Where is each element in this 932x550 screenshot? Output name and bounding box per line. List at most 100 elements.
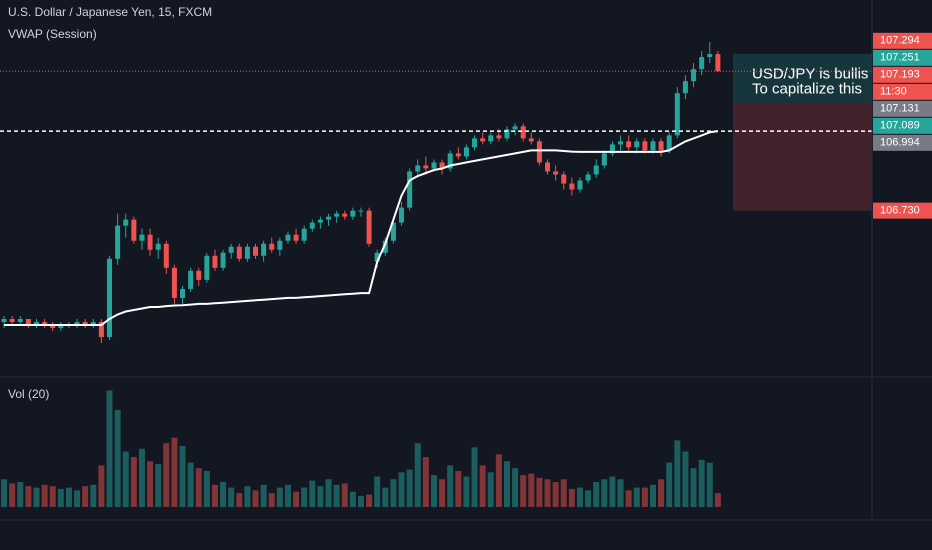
candle-body [431,162,437,169]
volume-bar [366,494,373,507]
volume-bar [211,484,218,507]
candle-body [585,174,591,181]
candle-body [634,141,640,148]
candle-body [163,243,169,268]
volume-bar [382,487,389,507]
candle-body [715,54,721,72]
volume-bar [122,451,129,507]
candle-body [463,147,469,157]
volume-bar [147,461,154,507]
candle-body [609,144,615,154]
candle-body [107,258,113,338]
candle-body [366,210,372,244]
candle-body [358,210,364,212]
candle-body [472,138,478,148]
volume-bar [414,443,421,507]
price-label-box [873,49,932,66]
annotation: To capitalize this [752,81,862,98]
legend-entry: VWAP (Session) [8,27,97,41]
candle-body [212,255,218,268]
candle-body [691,69,697,82]
volume-bar [585,490,592,507]
candle-body [188,270,194,289]
candle-body [261,243,267,256]
volume-bar [666,462,673,507]
volume-bar [560,479,567,507]
candle-body [285,234,291,241]
countdown-label-box [873,83,932,100]
volume-bar [349,491,356,507]
candle-body [171,267,177,298]
candle-body [658,141,664,151]
volume-bar [82,486,89,507]
stop-zone [733,102,872,211]
volume-bar [374,476,381,507]
volume-bar [333,484,340,507]
chart-title: U.S. Dollar / Japanese Yen, 15, FXCM [8,5,212,19]
candle-body [512,126,518,130]
volume-bar [325,479,332,507]
candle-body [601,153,607,166]
volume-bar [503,461,510,507]
candle-body [488,135,494,142]
volume-bar [25,486,32,507]
candle-body [334,213,340,217]
volume-bar [155,464,162,507]
candle-body [504,129,510,139]
volume-bar [33,487,40,507]
volume-bar [98,465,105,507]
volume-bar [171,437,178,507]
candle-body [34,322,40,326]
volume-bar [471,447,478,507]
volume-bar [90,484,97,507]
volume-bar [690,468,697,507]
candle-body [374,252,380,262]
volume-bar [309,480,316,507]
candle-body [180,288,186,298]
price-label-box [873,202,932,219]
candle-body [666,135,672,151]
candle-body [415,165,421,172]
volume-bar [236,493,243,507]
candle-body [439,162,445,169]
volume-title: Vol (20) [8,387,49,401]
candle-body [455,153,461,157]
candle-body [17,319,23,323]
volume-bar [487,472,494,507]
candle-body [74,322,80,326]
candle-body [155,243,161,250]
volume-bar [593,482,600,507]
candle-body [545,162,551,172]
candle-body [58,325,64,329]
candle-body [244,246,250,259]
price-label: 106.730 [880,205,920,217]
volume-bar [130,457,137,507]
volume-bar [220,482,227,507]
candle-body [342,213,348,217]
candle-body [82,322,88,326]
volume-bar [698,459,705,507]
volume-bar [268,493,275,507]
volume-bar [601,479,608,507]
annotation: USD/JPY is bullis [752,66,868,83]
candle-body [674,93,680,136]
candle-body [293,234,299,241]
volume-bar [9,483,16,507]
volume-bar [187,462,194,507]
candle-body [326,216,332,220]
countdown-label: 11:30 [880,86,907,98]
volume-bar [714,493,721,507]
volume-bar [41,484,48,507]
price-label: 106.994 [880,137,920,149]
candle-body [228,246,234,253]
candle-body [407,171,413,208]
volume-bar [568,488,575,507]
price-label-box [873,32,932,49]
candle-body [642,141,648,151]
volume-bar [203,470,210,507]
candle-body [90,322,96,326]
candle-body [569,183,575,190]
candle-body [682,81,688,94]
